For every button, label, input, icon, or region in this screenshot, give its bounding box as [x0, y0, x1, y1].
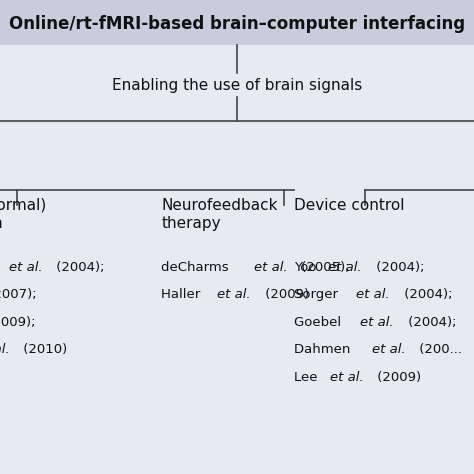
Text: Enabling the use of brain signals: Enabling the use of brain signals — [112, 78, 362, 93]
Text: Device control: Device control — [294, 198, 404, 213]
Text: Sorger: Sorger — [294, 288, 342, 301]
Text: Enhancing (normal)
brain function: Enhancing (normal) brain function — [0, 198, 46, 230]
FancyBboxPatch shape — [0, 0, 474, 45]
Text: Goebel: Goebel — [294, 316, 345, 328]
Text: Yoo: Yoo — [294, 261, 320, 273]
Text: et al.: et al. — [372, 343, 406, 356]
Text: et al.: et al. — [330, 371, 363, 383]
Text: (2010): (2010) — [19, 343, 67, 356]
Text: et al.: et al. — [254, 261, 288, 273]
Text: et al.: et al. — [360, 316, 394, 328]
Text: Dahmen: Dahmen — [294, 343, 355, 356]
Text: Lee: Lee — [294, 371, 322, 383]
Text: et al.: et al. — [217, 288, 251, 301]
Text: et al.: et al. — [356, 288, 390, 301]
Text: (2004);: (2004); — [400, 288, 452, 301]
Text: (2009): (2009) — [373, 371, 421, 383]
Text: (2004);: (2004); — [52, 261, 105, 273]
Text: Neurofeedback
therapy: Neurofeedback therapy — [161, 198, 278, 230]
Text: (2009);: (2009); — [0, 316, 36, 328]
Text: (2004);: (2004); — [403, 316, 456, 328]
Text: et al.: et al. — [0, 343, 9, 356]
Text: (2005);: (2005); — [297, 261, 350, 273]
Text: Online/rt-fMRI-based brain–computer interfacing: Online/rt-fMRI-based brain–computer inte… — [9, 15, 465, 33]
Text: (2004);: (2004); — [372, 261, 424, 273]
Text: (2007);: (2007); — [0, 288, 36, 301]
Text: (200...: (200... — [416, 343, 463, 356]
Text: et al.: et al. — [9, 261, 43, 273]
Text: Haller: Haller — [161, 288, 205, 301]
Text: deCharms: deCharms — [161, 261, 233, 273]
Text: et al.: et al. — [328, 261, 362, 273]
Text: (2009): (2009) — [261, 288, 309, 301]
